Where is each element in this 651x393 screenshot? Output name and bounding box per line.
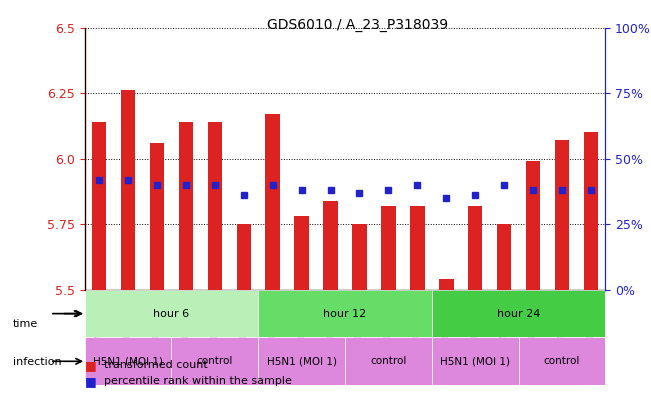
Text: GSM1626004: GSM1626004	[94, 294, 104, 354]
FancyBboxPatch shape	[171, 338, 258, 385]
Text: hour 24: hour 24	[497, 309, 540, 319]
Text: GSM1626011: GSM1626011	[471, 294, 480, 354]
Text: GSM1626009: GSM1626009	[326, 294, 335, 354]
Bar	[266, 114, 280, 290]
Text: transformed count: transformed count	[104, 360, 208, 371]
Text: time: time	[13, 319, 38, 329]
Text: GSM1626010: GSM1626010	[442, 294, 450, 354]
Text: ■: ■	[85, 375, 96, 388]
FancyBboxPatch shape	[258, 290, 432, 338]
Text: GSM1626012: GSM1626012	[500, 294, 508, 354]
FancyBboxPatch shape	[519, 338, 605, 385]
Bar	[324, 200, 338, 290]
FancyBboxPatch shape	[432, 338, 519, 385]
Text: control: control	[197, 356, 233, 366]
Bar	[439, 279, 454, 290]
Bar	[92, 122, 106, 290]
Text: GSM1626001: GSM1626001	[529, 294, 538, 354]
Text: GSM1626006: GSM1626006	[152, 294, 161, 354]
FancyBboxPatch shape	[432, 290, 605, 338]
Text: GSM1625997: GSM1625997	[240, 294, 248, 354]
FancyBboxPatch shape	[85, 290, 258, 338]
Text: GSM1626003: GSM1626003	[587, 294, 596, 354]
Text: GSM1626005: GSM1626005	[124, 294, 133, 354]
Text: control: control	[370, 356, 407, 366]
Text: hour 12: hour 12	[324, 309, 367, 319]
Text: GSM1625998: GSM1625998	[355, 294, 364, 354]
FancyBboxPatch shape	[345, 338, 432, 385]
Text: GSM1625996: GSM1625996	[210, 294, 219, 354]
Text: GSM1625999: GSM1625999	[384, 294, 393, 354]
Text: percentile rank within the sample: percentile rank within the sample	[104, 376, 292, 386]
Bar	[381, 206, 396, 290]
Bar	[526, 161, 540, 290]
Bar	[468, 206, 482, 290]
Bar	[584, 132, 598, 290]
Text: hour 6: hour 6	[154, 309, 189, 319]
Bar	[555, 140, 569, 290]
Bar	[236, 224, 251, 290]
Text: GSM1626007: GSM1626007	[268, 294, 277, 354]
Bar	[178, 122, 193, 290]
Bar	[150, 143, 164, 290]
Text: control: control	[544, 356, 580, 366]
Text: H5N1 (MOI 1): H5N1 (MOI 1)	[440, 356, 510, 366]
Text: ■: ■	[85, 359, 96, 372]
Text: GDS6010 / A_23_P318039: GDS6010 / A_23_P318039	[267, 18, 448, 32]
Bar	[410, 206, 424, 290]
Text: GSM1626008: GSM1626008	[297, 294, 306, 354]
Text: H5N1 (MOI 1): H5N1 (MOI 1)	[93, 356, 163, 366]
Bar	[121, 90, 135, 290]
Bar	[352, 224, 367, 290]
Text: GSM1626002: GSM1626002	[557, 294, 566, 354]
Bar	[497, 224, 512, 290]
FancyBboxPatch shape	[258, 338, 345, 385]
Bar	[208, 122, 222, 290]
Text: GSM1625995: GSM1625995	[182, 294, 190, 354]
Text: infection: infection	[13, 356, 62, 367]
Bar	[294, 216, 309, 290]
FancyBboxPatch shape	[85, 338, 171, 385]
Text: H5N1 (MOI 1): H5N1 (MOI 1)	[267, 356, 337, 366]
Text: GSM1626000: GSM1626000	[413, 294, 422, 354]
